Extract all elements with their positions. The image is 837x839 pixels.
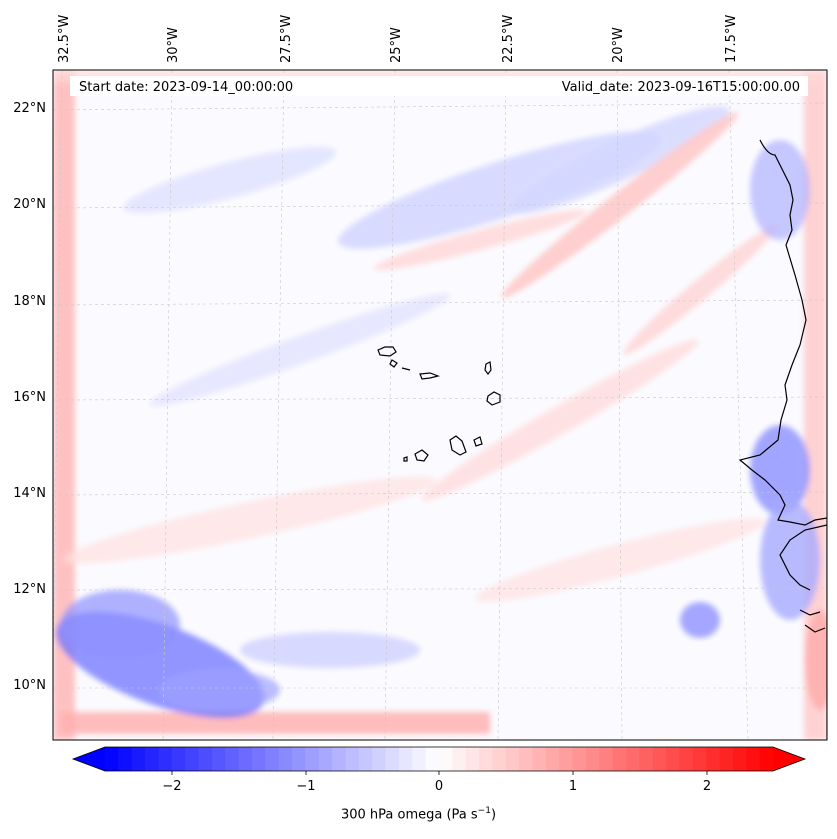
- colorbar-cell: [118, 747, 133, 771]
- lat-tick: 14°N: [13, 486, 46, 501]
- colorbar-tick-label: −2: [162, 779, 181, 794]
- header-box: [70, 76, 808, 96]
- gridlines: [53, 70, 827, 740]
- colorbar-min-extend-arrow: [73, 747, 105, 771]
- lat-tick: 22°N: [13, 101, 46, 116]
- colorbar-cell: [639, 747, 654, 771]
- colorbar-cell: [145, 747, 159, 771]
- colorbar-cell: [626, 747, 640, 771]
- colorbar-tick-label: 0: [435, 779, 443, 794]
- colorbar-cell: [131, 747, 146, 771]
- map-panel: Start date: 2023-09-14_00:00:00 Valid_da…: [53, 70, 827, 740]
- colorbar-cell: [385, 747, 400, 771]
- colorbar-label-prefix: 300 hPa omega (Pa s: [340, 807, 478, 823]
- colorbar-cell: [479, 747, 493, 771]
- colorbar-cell: [519, 747, 534, 771]
- colorbar-cell: [545, 747, 560, 771]
- colorbar-cell: [318, 747, 333, 771]
- colorbar-cell: [612, 747, 627, 771]
- map-frame: [52, 69, 828, 741]
- colorbar-cell: [198, 747, 213, 771]
- colorbar-cell: [398, 747, 413, 771]
- colorbar-cell: [532, 747, 547, 771]
- colorbar-cell: [225, 747, 240, 771]
- africa-coastline: [738, 139, 827, 740]
- lat-tick-labels: 22°N 20°N 18°N 16°N 14°N 12°N 10°N: [13, 101, 46, 693]
- colorbar-tick-label: 1: [569, 779, 577, 794]
- colorbar-cell: [706, 747, 721, 771]
- colorbar-cell: [505, 747, 520, 771]
- colorbar-cell: [692, 747, 707, 771]
- colorbar-cell: [492, 747, 507, 771]
- colorbar-cell: [585, 747, 600, 771]
- colorbar-cell: [211, 747, 226, 771]
- colorbar-cell: [599, 747, 614, 771]
- lat-tick: 18°N: [13, 294, 46, 309]
- colorbar-cell: [105, 747, 119, 771]
- colorbar-cell: [372, 747, 387, 771]
- colorbar-cell: [265, 747, 280, 771]
- colorbar-cell: [158, 747, 173, 771]
- colorbar-label: 300 hPa omega (Pa s−1): [0, 806, 837, 822]
- lat-tick: 12°N: [13, 582, 46, 597]
- lat-tick: 16°N: [13, 390, 46, 405]
- colorbar-cell: [572, 747, 587, 771]
- lon-tick: 27.5°W: [279, 15, 294, 63]
- colorbar-cell: [652, 747, 667, 771]
- colorbar-ticks: [171, 771, 708, 775]
- colorbar-cell: [345, 747, 360, 771]
- colorbar-tick-label: −1: [296, 779, 315, 794]
- colorbar-cells: [105, 747, 774, 771]
- colorbar-cell: [292, 747, 306, 771]
- colorbar-outline: [71, 746, 807, 772]
- colorbar-cell: [719, 747, 734, 771]
- colorbar-cell: [425, 747, 440, 771]
- lon-tick: 25°W: [389, 27, 404, 63]
- lat-tick: 20°N: [13, 197, 46, 212]
- colorbar-cell: [452, 747, 467, 771]
- colorbar-cell: [305, 747, 320, 771]
- colorbar-label-suffix: ): [490, 807, 497, 823]
- colorbar-cell: [251, 747, 266, 771]
- colorbar-cell: [679, 747, 694, 771]
- colorbar-cell: [332, 747, 346, 771]
- omega-field: [53, 70, 827, 740]
- colorbar-tick-label: 2: [703, 779, 711, 794]
- colorbar-cell: [185, 747, 200, 771]
- colorbar-cell: [278, 747, 293, 771]
- lon-tick-labels: 32.5°W 30°W 27.5°W 25°W 22.5°W 20°W 17.5…: [57, 15, 739, 63]
- valid-date-label: Valid_date: 2023-09-16T15:00:00.00: [562, 80, 800, 95]
- colorbar-label-exponent: −1: [477, 806, 491, 816]
- lon-tick: 20°W: [611, 27, 626, 63]
- colorbar-cell: [666, 747, 680, 771]
- lon-tick: 32.5°W: [57, 15, 72, 63]
- colorbar-cell: [465, 747, 480, 771]
- colorbar-cell: [358, 747, 373, 771]
- colorbar-cell: [439, 747, 453, 771]
- colorbar-cell: [732, 747, 747, 771]
- lat-tick: 10°N: [13, 678, 46, 693]
- lon-tick: 22.5°W: [501, 15, 516, 63]
- colorbar-cell: [759, 747, 774, 771]
- colorbar-cell: [412, 747, 427, 771]
- start-date-label: Start date: 2023-09-14_00:00:00: [79, 80, 293, 95]
- colorbar-max-extend-arrow: [773, 747, 805, 771]
- colorbar-cell: [238, 747, 253, 771]
- colorbar: −2 −1 0 1 2: [71, 746, 807, 794]
- colorbar-cell: [746, 747, 761, 771]
- cape-verde-islands: [377, 346, 501, 462]
- lon-tick: 17.5°W: [724, 15, 739, 63]
- colorbar-cell: [171, 747, 186, 771]
- colorbar-cell: [559, 747, 574, 771]
- lon-tick: 30°W: [166, 27, 181, 63]
